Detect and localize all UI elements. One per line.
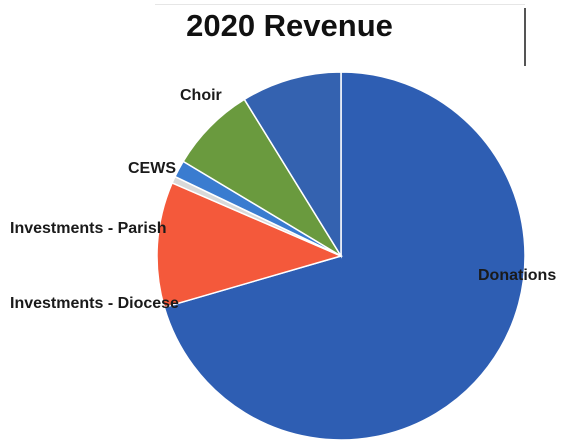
slice-label-donations: Donations — [478, 267, 556, 284]
pie-labels: Donations Investments - Diocese Investment… — [10, 87, 556, 312]
top-border-line — [155, 4, 525, 5]
slice-label-investments-diocese: Investments - Diocese — [10, 295, 179, 312]
slice-label-cews: CEWS — [128, 160, 176, 177]
pie-slice-choir — [243, 71, 342, 259]
pie-slice-donations — [163, 71, 526, 441]
slice-label-investments-parish: Investments - Parish — [10, 220, 167, 237]
chart-title: 2020 Revenue — [186, 8, 393, 43]
pie-slices — [156, 71, 526, 441]
right-border-line — [524, 8, 526, 66]
slice-label-choir: Choir — [180, 87, 222, 104]
pie-slice-investments-diocese — [156, 181, 344, 309]
